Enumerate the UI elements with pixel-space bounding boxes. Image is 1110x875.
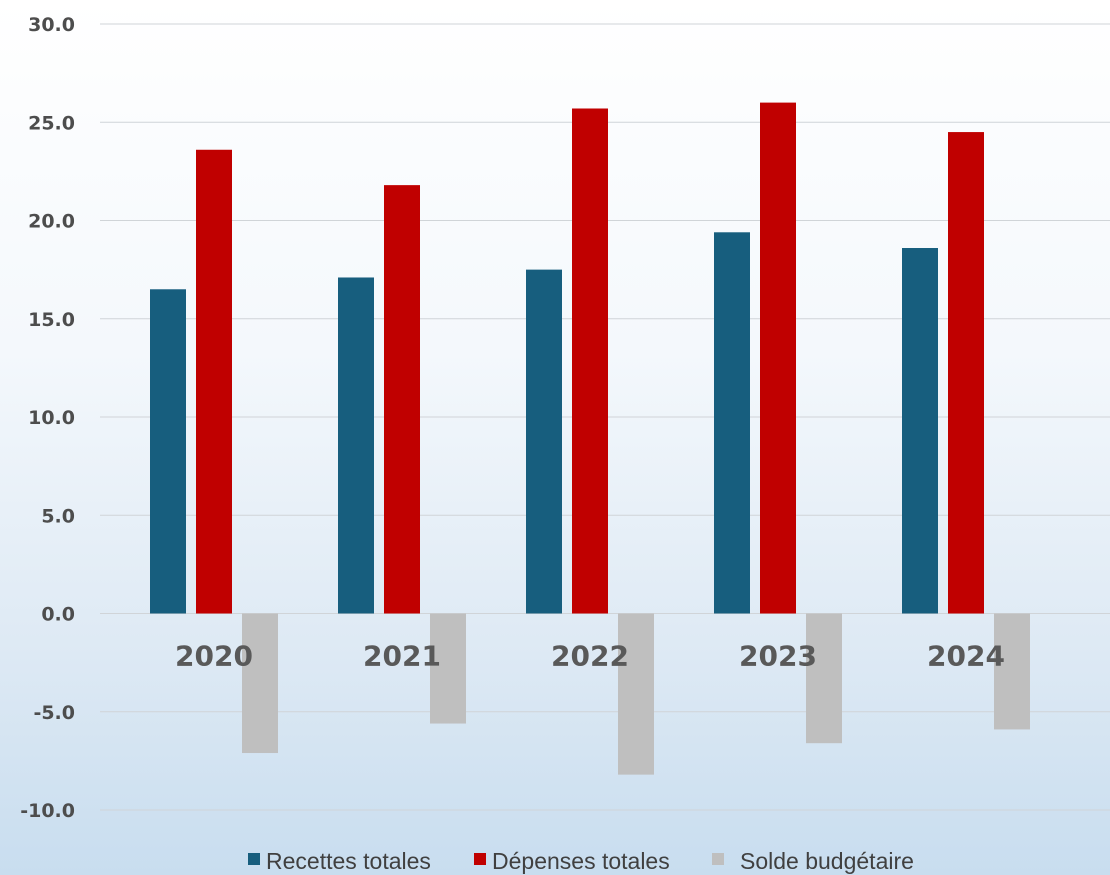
- legend-label: Solde budgétaire: [740, 848, 914, 874]
- y-tick-label: 0.0: [41, 604, 75, 626]
- bar-recettes-totales-2023: [714, 232, 750, 614]
- x-category-label: 2020: [175, 640, 253, 673]
- bar-d-penses-totales-2021: [384, 185, 420, 614]
- y-tick-label: 15.0: [28, 309, 75, 331]
- legend-swatch: [474, 853, 486, 865]
- y-tick-label: 30.0: [28, 14, 75, 36]
- legend-swatch: [248, 853, 260, 865]
- bar-solde-budg-taire-2021: [430, 613, 466, 724]
- x-category-label: 2021: [363, 640, 441, 673]
- x-category-label: 2023: [739, 640, 817, 673]
- y-tick-label: 5.0: [41, 505, 75, 527]
- y-tick-label: 25.0: [28, 112, 75, 134]
- legend-label: Recettes totales: [266, 848, 431, 874]
- bar-recettes-totales-2020: [150, 289, 186, 614]
- y-tick-label: -10.0: [20, 800, 75, 822]
- y-tick-label: -5.0: [33, 702, 75, 724]
- y-tick-label: 20.0: [28, 211, 75, 233]
- category-labels: 2020 2021 2022 2023 2024: [175, 640, 1005, 673]
- y-tick-label: 10.0: [28, 407, 75, 429]
- bar-d-penses-totales-2023: [760, 102, 796, 614]
- bars: [150, 102, 1030, 775]
- bar-solde-budg-taire-2024: [994, 613, 1030, 730]
- legend-label: Dépenses totales: [492, 848, 670, 874]
- bar-solde-budg-taire-2023: [806, 613, 842, 744]
- bar-solde-budg-taire-2022: [618, 613, 654, 775]
- x-category-label: 2024: [927, 640, 1005, 673]
- y-axis-tick-labels: 30.0 25.0 20.0 15.0 10.0 5.0 0.0 -5.0 -10.0: [20, 14, 75, 822]
- bar-d-penses-totales-2024: [948, 132, 984, 614]
- bar-recettes-totales-2024: [902, 248, 938, 614]
- bar-recettes-totales-2021: [338, 277, 374, 614]
- legend-swatch: [712, 853, 724, 865]
- legend: Recettes totales Dépenses totales Solde bu…: [248, 848, 914, 874]
- bar-solde-budg-taire-2020: [242, 613, 278, 754]
- x-category-label: 2022: [551, 640, 629, 673]
- bar-d-penses-totales-2020: [196, 149, 232, 614]
- bar-d-penses-totales-2022: [572, 108, 608, 614]
- bar-recettes-totales-2022: [526, 269, 562, 614]
